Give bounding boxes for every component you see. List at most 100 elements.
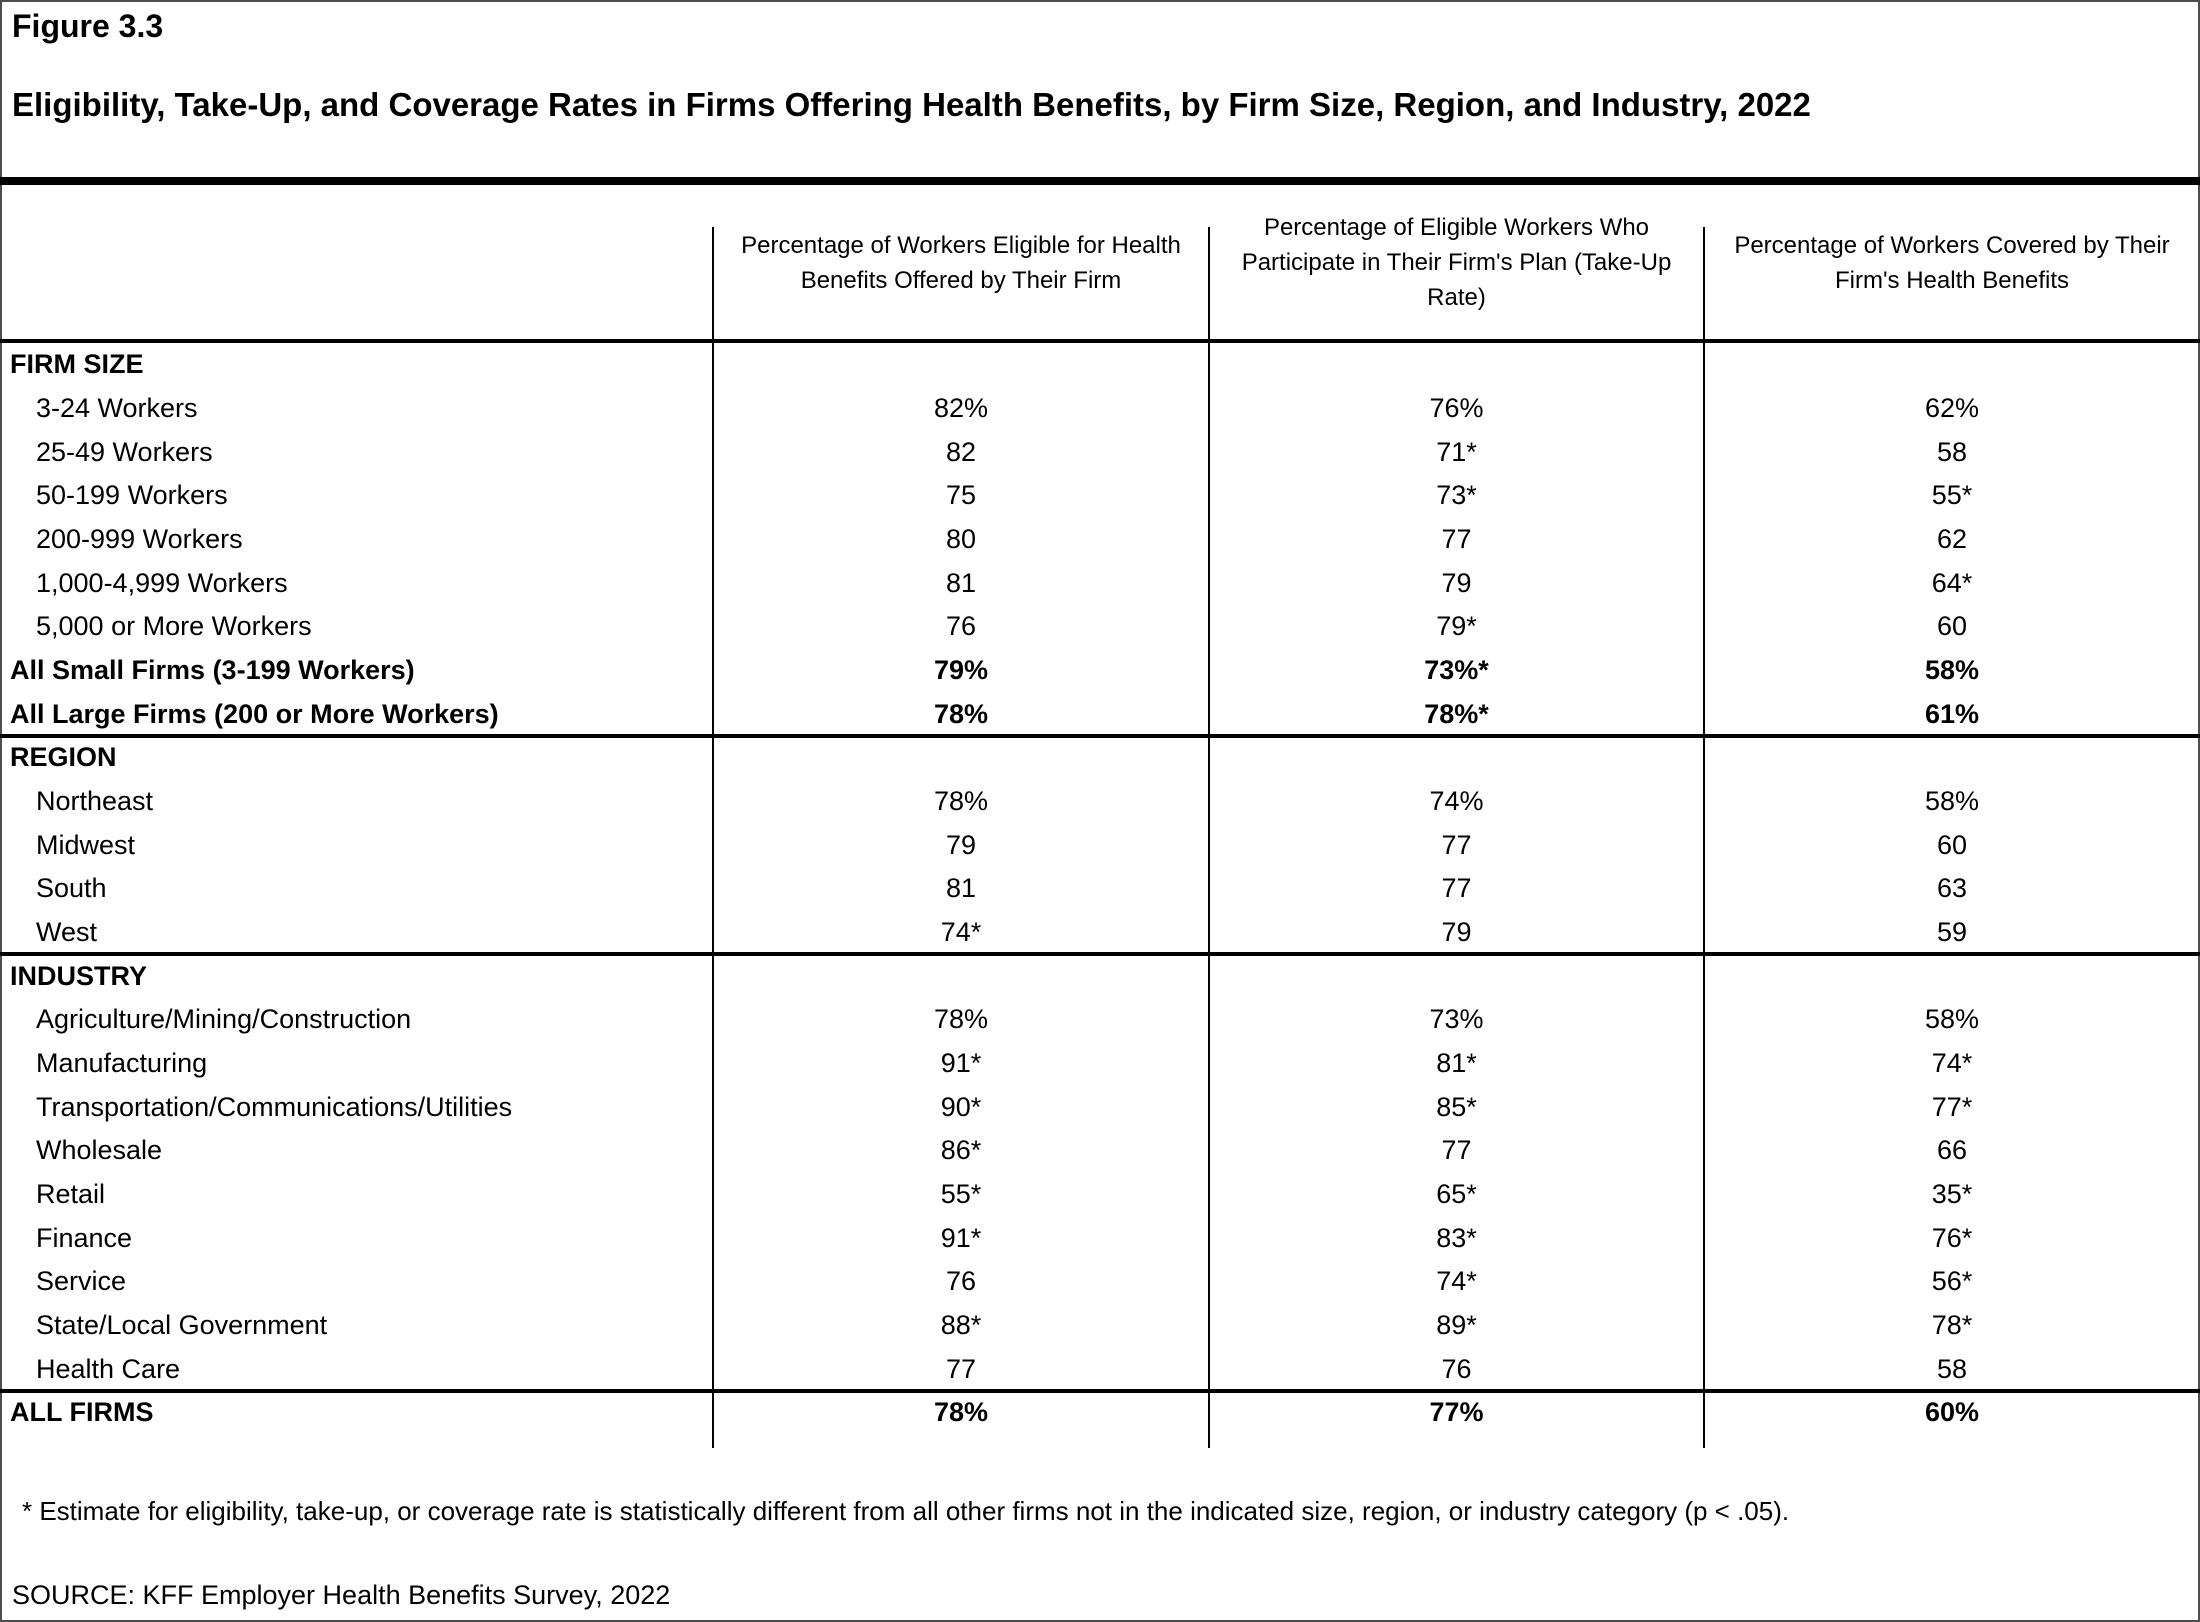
cell-value: 58 <box>1936 436 1968 467</box>
cell-value: 90* <box>940 1091 982 1122</box>
region-section-rule <box>0 734 2200 738</box>
table-row: 1,000-4,999 Workers 81 79 64* <box>0 561 2200 605</box>
figure-label: Figure 3.3 <box>12 8 164 44</box>
row-label: 1,000-4,999 Workers <box>36 567 288 598</box>
cell-value: 77 <box>1441 873 1472 904</box>
table-row: All Large Firms (200 or More Workers) 78%… <box>0 692 2200 736</box>
row-label: 3-24 Workers <box>36 393 198 423</box>
cell-value: 60 <box>1936 611 1968 642</box>
section-header-row: REGION <box>0 736 2200 780</box>
table-row: 200-999 Workers 80 77 62 <box>0 518 2200 562</box>
table-row: All Small Firms (3-199 Workers) 79% 73%* 58… <box>0 649 2200 693</box>
cell-value: 77 <box>945 1353 977 1384</box>
cell-value: 65* <box>1436 1179 1477 1210</box>
row-label: Transportation/Communications/Utilities <box>36 1091 513 1122</box>
footnote: * Estimate for eligibility, take-up, or … <box>22 1496 1790 1526</box>
cell-value: 82 <box>945 436 977 467</box>
title-separator <box>0 177 2200 185</box>
row-label: 5,000 or More Workers <box>36 611 312 642</box>
row-label: 50-199 Workers <box>36 480 228 511</box>
row-label: REGION <box>10 742 117 773</box>
cell-value: 56* <box>1931 1266 1973 1297</box>
row-label: Service <box>36 1266 127 1297</box>
row-label: Agriculture/Mining/Construction <box>36 1004 412 1035</box>
cell-value: 79% <box>933 655 989 686</box>
cell-value: 66 <box>1936 1135 1968 1166</box>
cell-value: 59 <box>1936 917 1968 948</box>
cell-value: 85* <box>1436 1091 1477 1122</box>
row-label: 25-49 Workers <box>36 436 213 467</box>
cell-value: 81* <box>1436 1048 1477 1079</box>
cell-value: 61% <box>1924 698 1980 729</box>
table-row: ALL FIRMS 78% 77% 60% <box>0 1391 2200 1435</box>
cell-value: 62% <box>1924 393 1980 423</box>
cell-value: 77 <box>1441 524 1472 555</box>
cell-value: 78% <box>933 786 989 817</box>
cell-value: 81 <box>945 873 977 904</box>
cell-value: 77% <box>1429 1397 1484 1428</box>
source-line: SOURCE: KFF Employer Health Benefits Sur… <box>12 1580 671 1610</box>
cell-value: 78%* <box>1424 698 1489 729</box>
column-header-coverage: Percentage of Workers Covered by Their F… <box>1734 231 2170 294</box>
cell-value: 74% <box>1429 786 1484 817</box>
row-label: Wholesale <box>36 1135 163 1166</box>
table-row: Midwest 79 77 60 <box>0 823 2200 867</box>
row-label: West <box>36 917 98 948</box>
cell-value: 88* <box>940 1310 982 1341</box>
cell-value: 91* <box>940 1222 982 1253</box>
cell-value: 74* <box>1436 1266 1477 1297</box>
table-row: Health Care 77 76 58 <box>0 1347 2200 1391</box>
table-row: South 81 77 63 <box>0 867 2200 911</box>
row-label: FIRM SIZE <box>10 349 144 380</box>
cell-value: 58 <box>1936 1353 1968 1384</box>
cell-value: 76 <box>1441 1353 1472 1384</box>
table-row: West 74* 79 59 <box>0 911 2200 955</box>
cell-value: 83* <box>1436 1222 1477 1253</box>
header-bottom-rule <box>0 339 2200 343</box>
cell-value: 78% <box>933 1397 989 1428</box>
cell-value: 60 <box>1936 829 1968 860</box>
table-row: State/Local Government 88* 89* 78* <box>0 1304 2200 1348</box>
cell-value: 73%* <box>1424 655 1489 686</box>
cell-value: 64* <box>1931 567 1973 598</box>
table-row: Finance 91* 83* 76* <box>0 1216 2200 1260</box>
cell-value: 77 <box>1441 1135 1472 1166</box>
table-row: 3-24 Workers 82% 76% 62% <box>0 387 2200 431</box>
cell-value: 79 <box>1441 567 1472 598</box>
cell-value: 89* <box>1436 1310 1477 1341</box>
cell-value: 63 <box>1936 873 1968 904</box>
cell-value: 91* <box>940 1048 982 1079</box>
cell-value: 60% <box>1924 1397 1980 1428</box>
industry-section-rule <box>0 952 2200 956</box>
cell-value: 73% <box>1429 1004 1484 1035</box>
table-row: Agriculture/Mining/Construction 78% 73% 58% <box>0 998 2200 1042</box>
cell-value: 58% <box>1924 786 1980 817</box>
cell-value: 35* <box>1931 1179 1973 1210</box>
row-label: INDUSTRY <box>10 960 148 991</box>
column-header-takeup: Percentage of Eligible Workers Who Parti… <box>1241 214 1672 311</box>
table-row: Service 76 74* 56* <box>0 1260 2200 1304</box>
allfirms-section-rule <box>0 1389 2200 1393</box>
table-column-headers: Percentage of Workers Eligible for Healt… <box>0 186 2200 339</box>
cell-value: 78% <box>933 698 989 729</box>
cell-value: 55* <box>940 1179 982 1210</box>
row-label: Retail <box>36 1179 106 1210</box>
column-divider-3 <box>1703 227 1705 1448</box>
section-header-row: FIRM SIZE <box>0 343 2200 387</box>
table-row: 25-49 Workers 82 71* 58 <box>0 430 2200 474</box>
cell-value: 58% <box>1924 1004 1980 1035</box>
row-label: South <box>36 873 107 904</box>
cell-value: 62 <box>1936 524 1968 555</box>
cell-value: 75 <box>945 480 977 511</box>
cell-value: 76 <box>945 1266 977 1297</box>
cell-value: 78* <box>1931 1310 1973 1341</box>
cell-value: 82% <box>933 393 989 423</box>
table-row: Retail 55* 65* 35* <box>0 1173 2200 1217</box>
section-header-row: INDUSTRY <box>0 954 2200 998</box>
row-label: Northeast <box>36 786 154 817</box>
table-body: FIRM SIZE 3-24 Workers 82% 76% 62% 25-49 Work… <box>0 343 2200 1435</box>
cell-value: 76 <box>945 611 977 642</box>
cell-value: 81 <box>945 567 977 598</box>
row-label: Health Care <box>36 1353 181 1384</box>
